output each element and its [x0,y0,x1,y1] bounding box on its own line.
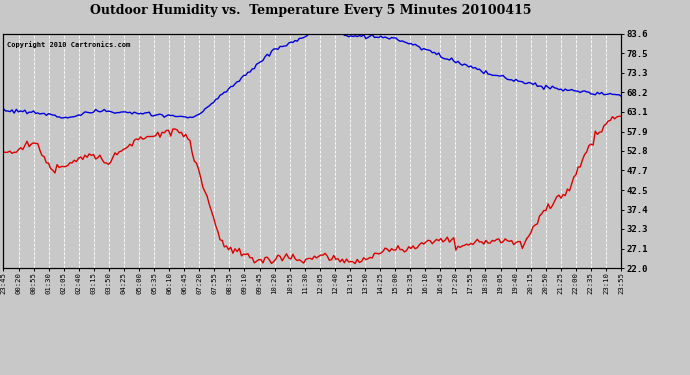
Text: Copyright 2010 Cartronics.com: Copyright 2010 Cartronics.com [6,41,130,48]
Text: Outdoor Humidity vs.  Temperature Every 5 Minutes 20100415: Outdoor Humidity vs. Temperature Every 5… [90,4,531,17]
